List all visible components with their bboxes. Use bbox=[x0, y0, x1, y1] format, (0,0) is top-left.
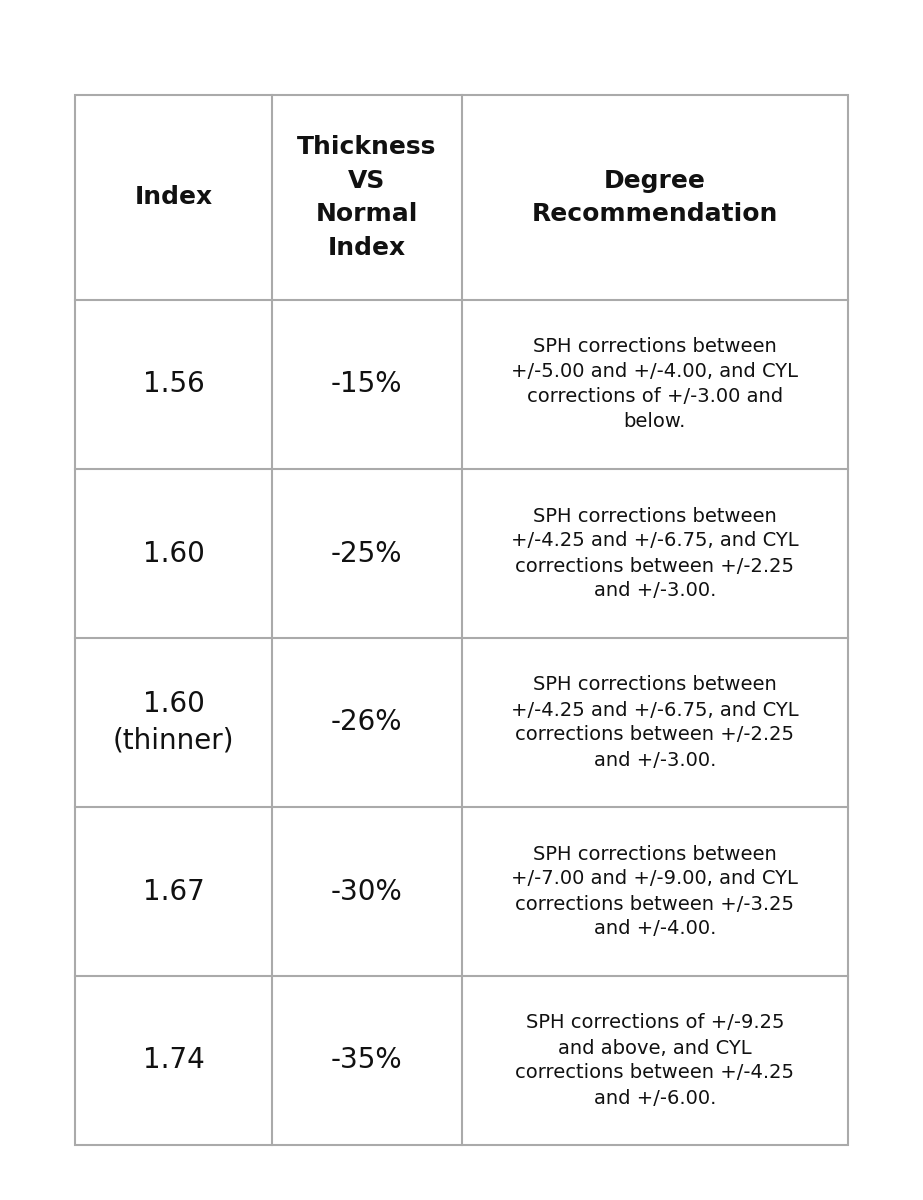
Text: SPH corrections between
+/-4.25 and +/-6.75, and CYL
corrections between +/-2.25: SPH corrections between +/-4.25 and +/-6… bbox=[511, 676, 798, 769]
Text: -25%: -25% bbox=[331, 540, 402, 568]
Text: 1.74: 1.74 bbox=[143, 1046, 204, 1074]
Text: SPH corrections of +/-9.25
and above, and CYL
corrections between +/-4.25
and +/: SPH corrections of +/-9.25 and above, an… bbox=[515, 1014, 795, 1108]
Text: SPH corrections between
+/-7.00 and +/-9.00, and CYL
corrections between +/-3.25: SPH corrections between +/-7.00 and +/-9… bbox=[511, 845, 798, 938]
Text: Index: Index bbox=[135, 186, 212, 210]
Text: 1.67: 1.67 bbox=[143, 877, 204, 906]
Text: SPH corrections between
+/-5.00 and +/-4.00, and CYL
corrections of +/-3.00 and
: SPH corrections between +/-5.00 and +/-4… bbox=[511, 337, 798, 432]
Text: Degree
Recommendation: Degree Recommendation bbox=[532, 169, 778, 227]
Text: -15%: -15% bbox=[331, 371, 402, 398]
Text: 1.60
(thinner): 1.60 (thinner) bbox=[113, 690, 234, 755]
Bar bbox=[75, 95, 848, 1145]
Text: SPH corrections between
+/-4.25 and +/-6.75, and CYL
corrections between +/-2.25: SPH corrections between +/-4.25 and +/-6… bbox=[511, 506, 798, 600]
Text: Thickness
VS
Normal
Index: Thickness VS Normal Index bbox=[297, 136, 437, 259]
Text: -35%: -35% bbox=[331, 1046, 402, 1074]
Text: 1.56: 1.56 bbox=[143, 371, 204, 398]
Text: -30%: -30% bbox=[331, 877, 402, 906]
Text: -26%: -26% bbox=[331, 708, 402, 737]
Text: 1.60: 1.60 bbox=[143, 540, 205, 568]
